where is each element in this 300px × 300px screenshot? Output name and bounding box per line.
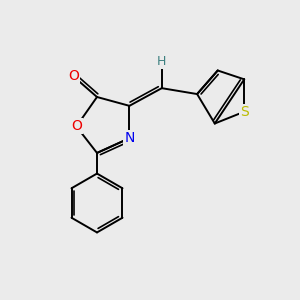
Text: S: S — [240, 105, 249, 119]
Text: H: H — [157, 55, 167, 68]
Text: O: O — [68, 69, 79, 83]
Text: N: N — [124, 131, 135, 145]
Text: O: O — [71, 119, 82, 134]
